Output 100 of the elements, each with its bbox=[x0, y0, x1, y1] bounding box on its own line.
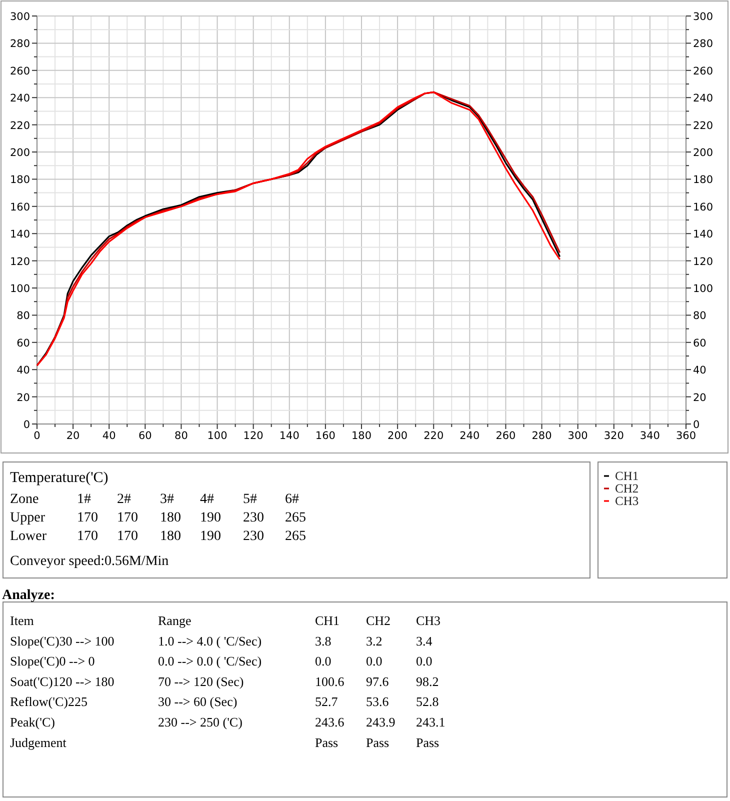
text: 265 bbox=[285, 510, 306, 526]
text: 265 bbox=[285, 529, 306, 544]
x-tick-label: 340 bbox=[640, 430, 660, 442]
text: 0.0 bbox=[366, 654, 382, 669]
y-tick-label: 300 bbox=[10, 11, 30, 23]
text: Lower bbox=[10, 529, 47, 544]
text: 0.0 bbox=[315, 654, 332, 669]
y2-tick-label: 260 bbox=[693, 65, 714, 78]
text: Temperature('C) bbox=[10, 470, 108, 486]
text: CH3 bbox=[416, 613, 441, 628]
text: 243.6 bbox=[315, 714, 345, 730]
text: Pass bbox=[315, 734, 338, 750]
text: 4# bbox=[200, 492, 214, 507]
text: 53.6 bbox=[366, 694, 390, 710]
x-tick-label: 260 bbox=[496, 430, 516, 442]
text: 3.4 bbox=[416, 633, 433, 648]
text: 180 bbox=[160, 529, 181, 544]
text: 230 --> 250 ('C) bbox=[158, 714, 242, 730]
x-tick-label: 60 bbox=[138, 430, 152, 442]
legend-label: CH2 bbox=[615, 482, 639, 496]
y2-tick-label: 120 bbox=[693, 256, 714, 268]
x-tick-label: 300 bbox=[568, 430, 588, 442]
y2-tick-label: 100 bbox=[693, 283, 714, 295]
legend-label: CH1 bbox=[615, 469, 639, 483]
y-tick-label: 60 bbox=[16, 337, 30, 350]
text: 1# bbox=[77, 492, 91, 507]
text: 1.0 --> 4.0 ( 'C/Sec) bbox=[158, 633, 262, 648]
x-tick-label: 40 bbox=[102, 430, 116, 442]
text: Judgement bbox=[10, 734, 67, 750]
text: Soat('C)120 --> 180 bbox=[10, 674, 114, 689]
y2-tick-label: 240 bbox=[693, 92, 714, 105]
x-tick-label: 80 bbox=[174, 430, 188, 442]
text: Slope('C)30 --> 100 bbox=[10, 633, 114, 648]
text: Analyze: bbox=[2, 588, 55, 603]
y-tick-label: 180 bbox=[10, 174, 30, 186]
text: 3# bbox=[160, 492, 174, 507]
text: 230 bbox=[243, 510, 264, 526]
x-tick-label: 0 bbox=[34, 430, 40, 442]
text: 190 bbox=[200, 510, 221, 526]
y2-tick-label: 40 bbox=[693, 364, 706, 377]
text: 170 bbox=[117, 529, 138, 544]
y2-tick-label: 20 bbox=[693, 392, 706, 404]
y-tick-label: 0 bbox=[23, 419, 30, 431]
y2-tick-label: 300 bbox=[693, 11, 714, 23]
x-tick-label: 280 bbox=[532, 430, 552, 442]
text: Peak('C) bbox=[10, 714, 55, 730]
y-tick-label: 160 bbox=[10, 201, 30, 214]
text: 97.6 bbox=[366, 674, 390, 689]
text: 180 bbox=[160, 510, 181, 526]
text: 3.2 bbox=[366, 633, 382, 648]
text: 243.9 bbox=[366, 714, 396, 730]
y-tick-label: 120 bbox=[10, 256, 30, 268]
x-tick-label: 180 bbox=[351, 430, 372, 442]
text: 5# bbox=[243, 492, 257, 507]
text: 170 bbox=[77, 510, 98, 526]
text: 0.0 --> 0.0 ( 'C/Sec) bbox=[158, 654, 262, 669]
text: CH2 bbox=[366, 613, 391, 628]
text: Pass bbox=[366, 734, 390, 750]
text: 170 bbox=[117, 510, 138, 526]
y2-tick-label: 220 bbox=[693, 120, 714, 132]
text: 170 bbox=[77, 529, 98, 544]
text: CH1 bbox=[315, 613, 340, 628]
text: 100.6 bbox=[315, 674, 345, 689]
y-tick-label: 260 bbox=[10, 65, 30, 78]
x-tick-label: 360 bbox=[676, 430, 696, 442]
x-tick-label: 220 bbox=[424, 430, 444, 442]
text: 52.7 bbox=[315, 694, 338, 710]
y2-tick-label: 160 bbox=[693, 201, 714, 214]
y-tick-label: 280 bbox=[10, 38, 30, 50]
y-tick-label: 240 bbox=[10, 92, 30, 105]
text: 2# bbox=[117, 492, 131, 507]
y2-tick-label: 180 bbox=[693, 174, 714, 186]
text: 70 --> 120 (Sec) bbox=[158, 674, 244, 689]
y-tick-label: 140 bbox=[10, 228, 30, 241]
text: 6# bbox=[285, 492, 299, 507]
text: 3.8 bbox=[315, 633, 332, 648]
x-tick-label: 240 bbox=[460, 430, 480, 442]
text: Range bbox=[158, 613, 192, 628]
x-tick-label: 20 bbox=[66, 430, 80, 442]
text: 30 --> 60 (Sec) bbox=[158, 694, 238, 710]
y-tick-label: 100 bbox=[10, 283, 30, 295]
y2-tick-label: 60 bbox=[693, 337, 706, 350]
x-tick-label: 100 bbox=[207, 430, 228, 442]
y2-tick-label: 80 bbox=[693, 310, 706, 322]
y2-tick-label: 0 bbox=[693, 419, 700, 431]
y2-tick-label: 200 bbox=[693, 147, 714, 159]
y-tick-label: 80 bbox=[16, 310, 30, 322]
text: 52.8 bbox=[416, 694, 439, 710]
y-tick-label: 20 bbox=[16, 392, 30, 404]
legend-label: CH3 bbox=[615, 494, 639, 508]
y-tick-label: 220 bbox=[10, 120, 30, 132]
text: 190 bbox=[200, 529, 221, 544]
text: Conveyor speed:0.56M/Min bbox=[10, 554, 169, 569]
text: Zone bbox=[10, 492, 39, 507]
text: Reflow('C)225 bbox=[10, 694, 88, 710]
x-tick-label: 160 bbox=[315, 430, 336, 442]
text: Item bbox=[10, 613, 34, 628]
text: Slope('C)0 --> 0 bbox=[10, 654, 95, 669]
y2-tick-label: 140 bbox=[693, 228, 714, 241]
x-tick-label: 120 bbox=[243, 430, 264, 442]
